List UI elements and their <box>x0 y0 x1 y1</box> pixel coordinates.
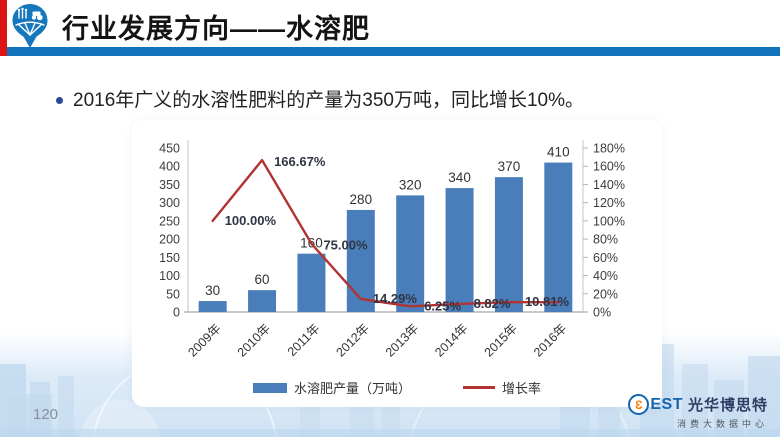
bullet-dot-icon <box>56 97 63 104</box>
right-axis-tick-label: 180% <box>593 142 625 156</box>
bar-value-label: 340 <box>448 170 471 185</box>
best-logo-icon: Ɛ <box>628 394 650 415</box>
company-pin-logo-icon <box>12 4 48 48</box>
right-axis-tick-label: 20% <box>593 287 618 301</box>
left-axis-tick-label: 300 <box>159 196 180 210</box>
page-title: 行业发展方向——水溶肥 <box>62 14 370 44</box>
right-axis-tick-label: 140% <box>593 178 625 192</box>
bar-value-label: 60 <box>255 272 270 287</box>
bar-2015年 <box>494 177 523 312</box>
right-axis-tick-label: 160% <box>593 160 625 174</box>
bar-2012年 <box>346 209 375 312</box>
growth-point-label: 75.00% <box>323 238 368 253</box>
right-axis-tick-label: 100% <box>593 214 625 228</box>
chart-legend: 水溶肥产量（万吨） 增长率 <box>132 378 662 397</box>
left-axis-tick-label: 400 <box>159 160 180 174</box>
left-axis-tick-label: 100 <box>159 269 180 283</box>
legend-item-production: 水溶肥产量（万吨） <box>252 378 411 397</box>
chart-svg: 0 50 100 150 200 250 300 350 400 450 0% 20% 40% 60% 80… <box>159 140 625 360</box>
bar-2014年 <box>445 188 474 312</box>
left-axis-tick-label: 450 <box>159 142 180 156</box>
header-red-strip <box>0 0 7 56</box>
legend-bar-swatch-icon <box>252 382 287 393</box>
growth-point-label: 10.81% <box>525 294 570 309</box>
header-blue-bar <box>7 47 780 56</box>
bar-value-label: 30 <box>205 283 220 298</box>
brand-name-en: EST <box>650 395 683 413</box>
bar-value-label: 280 <box>350 192 373 207</box>
chart-panel: 0 50 100 150 200 250 300 350 400 450 0% 20% 40% 60% 80… <box>132 120 662 407</box>
growth-point-label: 166.67% <box>274 154 326 169</box>
left-axis-tick-label: 0 <box>173 306 180 320</box>
left-axis-tick-label: 50 <box>166 287 180 301</box>
right-axis-tick-label: 80% <box>593 233 618 247</box>
left-axis-tick-label: 250 <box>159 214 180 228</box>
x-axis-label: 2012年 <box>334 321 372 359</box>
x-axis-label: 2011年 <box>285 321 323 359</box>
x-axis-label: 2014年 <box>432 321 470 359</box>
x-axis-label: 2013年 <box>383 321 421 359</box>
x-axis-label: 2016年 <box>531 321 569 359</box>
right-axis-tick-label: 40% <box>593 269 618 283</box>
growth-point-label: 100.00% <box>225 213 277 228</box>
brand-name-cn: 光华博思特 <box>687 397 768 414</box>
bullet-row: 2016年广义的水溶性肥料的产量为350万吨，同比增长10%。 <box>56 88 584 113</box>
legend-item-growth: 增长率 <box>463 378 541 397</box>
legend-line-swatch-icon <box>463 386 495 389</box>
bar-value-label: 410 <box>547 145 570 160</box>
left-axis-tick-label: 350 <box>159 178 180 192</box>
brand-logo: Ɛ EST 光华博思特 消费大数据中心 <box>628 394 768 430</box>
growth-line <box>211 158 560 308</box>
x-axis-label: 2010年 <box>235 321 273 359</box>
bar-2013年 <box>396 195 425 312</box>
page-number: 120 <box>33 406 59 423</box>
bar-value-label: 370 <box>498 159 521 174</box>
legend-label-production: 水溶肥产量（万吨） <box>293 381 411 396</box>
right-axis-tick-label: 60% <box>593 251 618 265</box>
brand-subtitle: 消费大数据中心 <box>676 419 768 429</box>
bar-2009年 <box>198 301 227 312</box>
growth-point-label: 14.29% <box>373 291 418 306</box>
right-axis-tick-label: 120% <box>593 196 625 210</box>
right-axis-tick-label: 0% <box>593 306 611 320</box>
bar-2010年 <box>248 290 277 312</box>
left-axis-tick-label: 200 <box>159 233 180 247</box>
growth-point-label: 6.25% <box>424 298 461 313</box>
bar-2016年 <box>544 162 573 312</box>
legend-label-growth: 增长率 <box>502 381 542 396</box>
x-axis-label: 2009年 <box>185 321 223 359</box>
bullet-text: 2016年广义的水溶性肥料的产量为350万吨，同比增长10%。 <box>73 90 584 111</box>
x-axis-label: 2015年 <box>482 321 520 359</box>
bar-2011年 <box>297 253 326 312</box>
growth-point-label: 8.82% <box>474 296 511 311</box>
brand-row: Ɛ EST 光华博思特 <box>628 394 768 415</box>
left-axis-tick-label: 150 <box>159 251 180 265</box>
bar-value-label: 320 <box>399 177 422 192</box>
